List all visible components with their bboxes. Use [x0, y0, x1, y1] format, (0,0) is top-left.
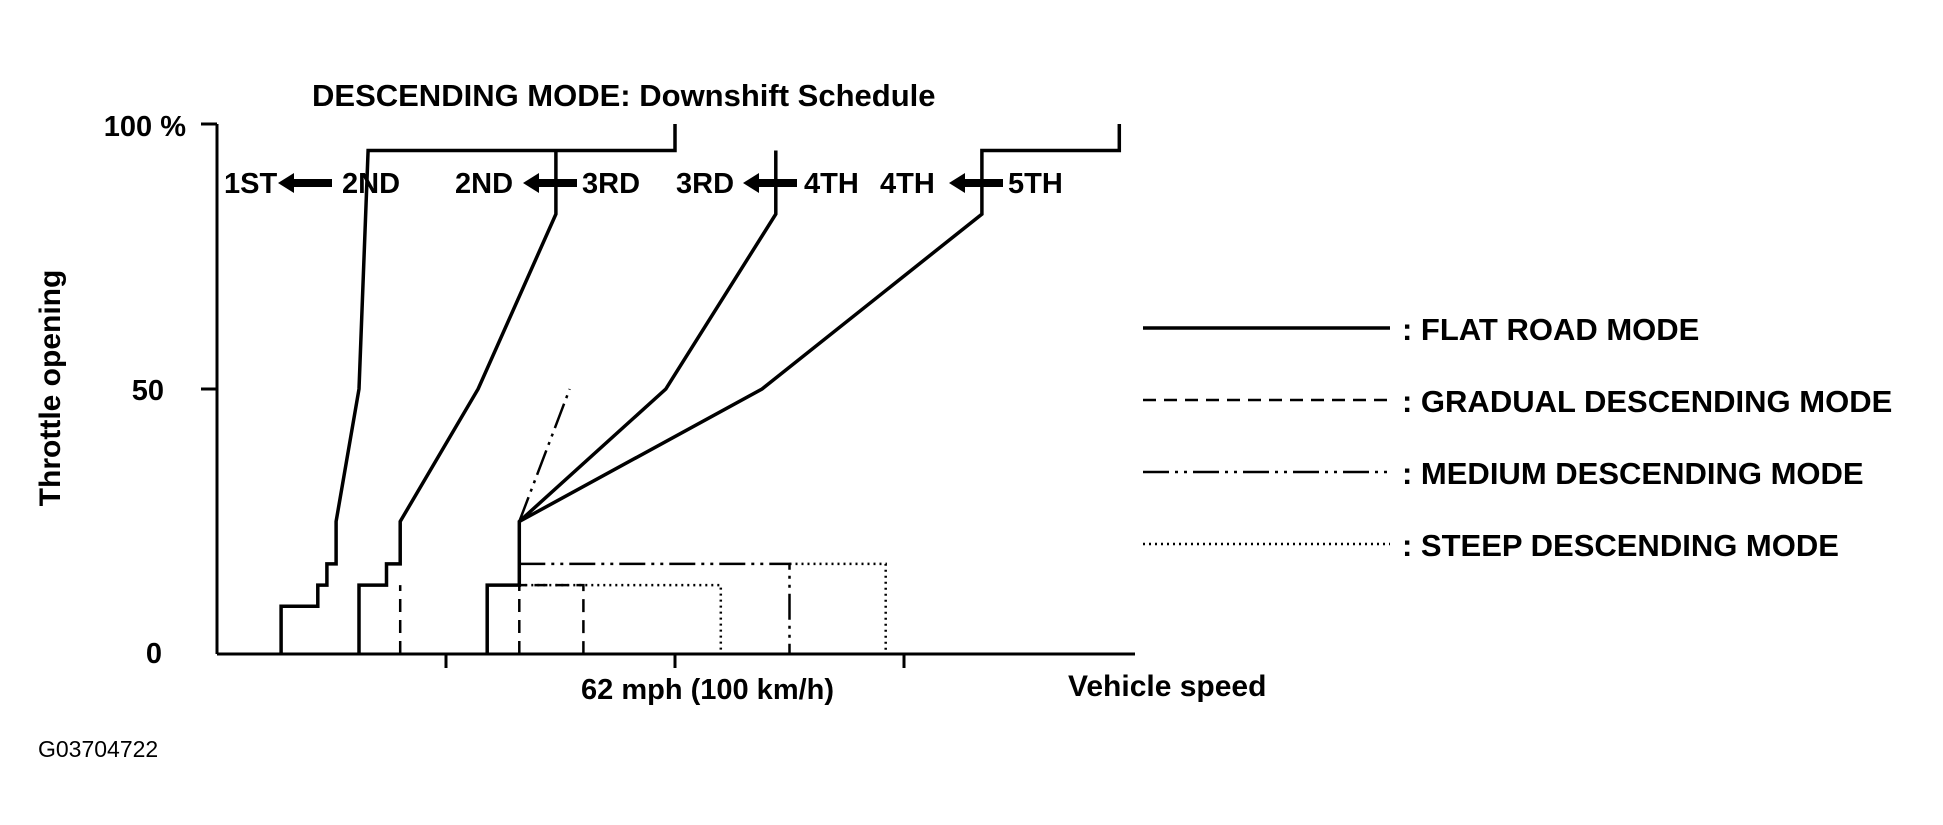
shift-arrow-icon	[949, 173, 1003, 193]
series-medium-line-7	[519, 564, 789, 654]
shift-arrow-icon	[743, 173, 797, 193]
legend-label-gradual: : GRADUAL DESCENDING MODE	[1402, 384, 1892, 419]
gear-label-2nd: 2ND	[342, 168, 400, 200]
gear-label-4th: 4TH	[804, 168, 859, 200]
series-steep-line-9	[790, 564, 886, 654]
gear-label-5th: 5TH	[1008, 168, 1063, 200]
series-flat-line-1	[359, 151, 556, 655]
shift-curves	[281, 124, 1119, 654]
y-axis-label: Throttle opening	[34, 270, 67, 507]
chart-title: DESCENDING MODE: Downshift Schedule	[312, 78, 935, 113]
y-tick-label-0: 0	[146, 638, 162, 670]
shift-arrow-icon	[523, 173, 577, 193]
y-tick-label-100: 100 %	[104, 111, 186, 143]
shift-label-4th-3rd: 3RD 4TH	[676, 168, 859, 200]
series-steep-line-8	[519, 585, 721, 654]
gear-label-2nd-b: 2ND	[455, 168, 513, 200]
legend-label-steep: : STEEP DESCENDING MODE	[1402, 528, 1839, 563]
gear-label-4th-b: 4TH	[880, 168, 935, 200]
figure-code: G03704722	[38, 736, 158, 762]
axes	[201, 124, 1135, 668]
series-gradual-line-5	[519, 585, 583, 654]
gear-label-3rd: 3RD	[582, 168, 640, 200]
x-tick-label-62mph: 62 mph (100 km/h)	[581, 674, 834, 706]
shift-label-2nd-1st: 1ST 2ND	[224, 168, 400, 200]
series-flat-line-2	[487, 151, 776, 655]
gear-label-1st: 1ST	[224, 168, 277, 200]
legend-label-flat: : FLAT ROAD MODE	[1402, 312, 1699, 347]
shift-label-5th-4th: 4TH 5TH	[880, 168, 1063, 200]
gear-label-3rd-b: 3RD	[676, 168, 734, 200]
shift-label-3rd-2nd: 2ND 3RD	[455, 168, 640, 200]
x-axis-label: Vehicle speed	[1068, 670, 1266, 703]
legend-label-medium: : MEDIUM DESCENDING MODE	[1402, 456, 1864, 491]
legend: : FLAT ROAD MODE : GRADUAL DESCENDING MO…	[1143, 312, 1892, 563]
shift-arrow-icon	[278, 173, 332, 193]
series-medium-line-6	[519, 389, 569, 522]
y-tick-label-50: 50	[132, 375, 164, 407]
